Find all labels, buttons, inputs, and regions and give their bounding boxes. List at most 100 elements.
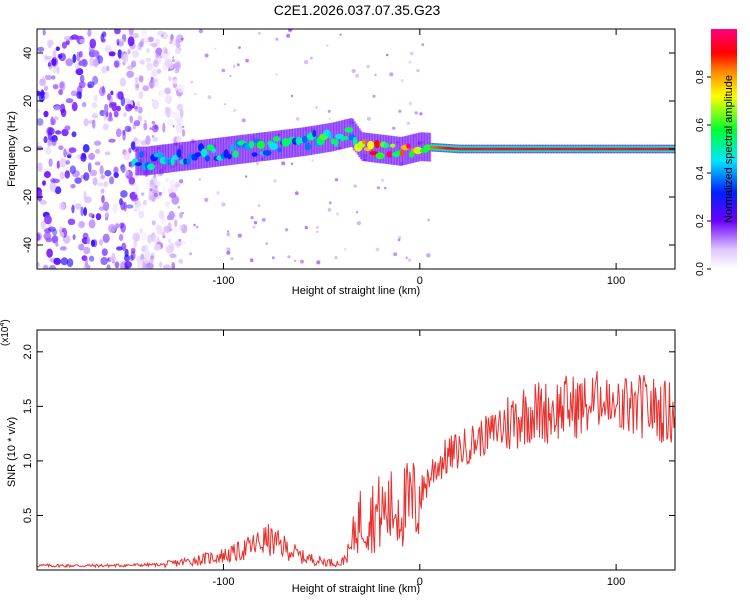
noise-blob — [146, 62, 153, 71]
noise-blob — [133, 120, 141, 127]
noise-dot — [230, 257, 234, 261]
ridge-core — [632, 147, 635, 151]
ridge-halo — [238, 135, 242, 164]
ridge-core — [565, 147, 568, 151]
noise-dot — [245, 58, 250, 63]
noise-dot — [204, 197, 209, 202]
noise-blob — [130, 196, 139, 202]
noise-dot — [375, 247, 380, 252]
noise-blob — [101, 31, 107, 38]
noise-blob — [165, 95, 173, 104]
noise-blob — [162, 46, 168, 54]
noise-blob — [126, 70, 134, 78]
noise-blob — [164, 58, 172, 68]
noise-dot — [141, 192, 145, 196]
ridge-core — [457, 147, 460, 151]
noise-dot — [226, 250, 231, 255]
noise-blob — [137, 115, 143, 122]
noise-blob — [104, 103, 109, 113]
noise-blob — [71, 131, 77, 138]
ridge-blob — [158, 151, 163, 158]
noise-blob — [64, 125, 71, 131]
ridge-halo — [220, 137, 223, 167]
noise-blob — [45, 237, 53, 243]
noise-blob — [157, 89, 165, 97]
ridge-halo — [348, 118, 352, 148]
noise-dot — [419, 112, 423, 116]
noise-blob — [81, 101, 87, 108]
ridge-core — [589, 147, 592, 151]
ridge-core — [491, 147, 494, 151]
ridge-halo — [183, 141, 187, 171]
ridge-halo — [235, 135, 239, 165]
noise-blob — [54, 186, 62, 195]
noise-blob — [61, 128, 69, 137]
noise-blob — [155, 47, 163, 56]
ridge-core — [654, 147, 657, 151]
ridge-blob — [406, 143, 411, 149]
noise-blob — [139, 59, 145, 65]
noise-dot — [414, 111, 418, 115]
ridge-core — [542, 147, 545, 151]
ridge-halo — [267, 131, 270, 161]
noise-blob — [140, 253, 145, 260]
noise-blob — [104, 151, 111, 156]
noise-blob — [175, 38, 181, 49]
noise-dot — [160, 34, 164, 38]
noise-dot — [408, 60, 412, 64]
noise-dot — [310, 56, 313, 60]
ridge-halo — [263, 132, 267, 161]
colorbar-tick-label: 0.4 — [695, 166, 706, 180]
noise-blob — [40, 220, 46, 230]
noise-blob — [102, 201, 110, 212]
noise-blob — [108, 51, 116, 57]
ridge-core — [454, 147, 456, 150]
ridge-core — [430, 145, 433, 149]
ridge-blob — [139, 150, 144, 159]
noise-blob — [151, 42, 158, 48]
ridge-halo — [331, 122, 334, 152]
heatmap-y-tick-label: 0 — [22, 146, 34, 152]
ridge-core — [666, 147, 668, 151]
noise-blob — [65, 58, 73, 67]
ridge-core — [563, 147, 566, 151]
noise-blob — [101, 248, 108, 256]
noise-dot — [383, 186, 387, 190]
noise-dot — [273, 179, 277, 183]
noise-blob — [91, 102, 98, 109]
ridge-core — [662, 147, 664, 151]
noise-blob — [138, 210, 145, 219]
noise-dot — [151, 135, 155, 138]
noise-dot — [134, 105, 138, 110]
noise-blob — [75, 203, 82, 210]
ridge-core — [605, 147, 608, 151]
noise-dot — [294, 259, 297, 262]
noise-blob — [174, 47, 181, 55]
noise-dot — [150, 255, 154, 260]
ridge-blob — [374, 139, 380, 149]
ridge-core — [459, 147, 462, 151]
noise-blob — [37, 108, 41, 113]
noise-blob — [78, 220, 85, 229]
snr-y-tick-label: 0.5 — [22, 508, 34, 523]
ridge-core — [520, 147, 523, 151]
snr-series-line — [37, 370, 675, 570]
noise-dot — [265, 242, 268, 245]
ridge-halo — [373, 133, 377, 163]
noise-blob — [119, 77, 127, 87]
noise-blob — [43, 110, 49, 118]
ridge-core — [440, 146, 443, 150]
ridge-blob — [369, 151, 379, 156]
noise-dot — [172, 59, 175, 63]
noise-dot — [303, 59, 309, 65]
noise-blob — [93, 50, 99, 58]
ridge-core — [546, 147, 549, 151]
ridge-core — [591, 147, 594, 151]
heatmap-y-tick-label: 20 — [22, 95, 34, 107]
noise-blob — [88, 219, 96, 229]
noise-dot — [311, 159, 315, 162]
noise-blob — [99, 109, 106, 117]
ridge-core — [646, 147, 649, 151]
noise-blob — [168, 238, 172, 244]
noise-dot — [366, 116, 371, 121]
